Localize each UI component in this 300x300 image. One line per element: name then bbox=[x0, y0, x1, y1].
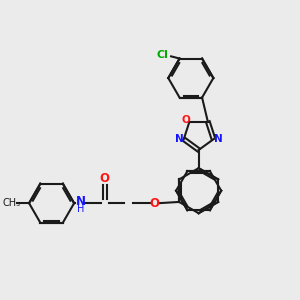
Text: N: N bbox=[75, 195, 85, 208]
Text: N: N bbox=[175, 134, 183, 144]
Text: O: O bbox=[150, 197, 160, 210]
Text: O: O bbox=[100, 172, 110, 185]
Text: O: O bbox=[181, 115, 190, 125]
Text: H: H bbox=[77, 204, 84, 214]
Text: CH₃: CH₃ bbox=[3, 198, 21, 208]
Text: N: N bbox=[214, 134, 223, 144]
Text: Cl: Cl bbox=[156, 50, 168, 60]
